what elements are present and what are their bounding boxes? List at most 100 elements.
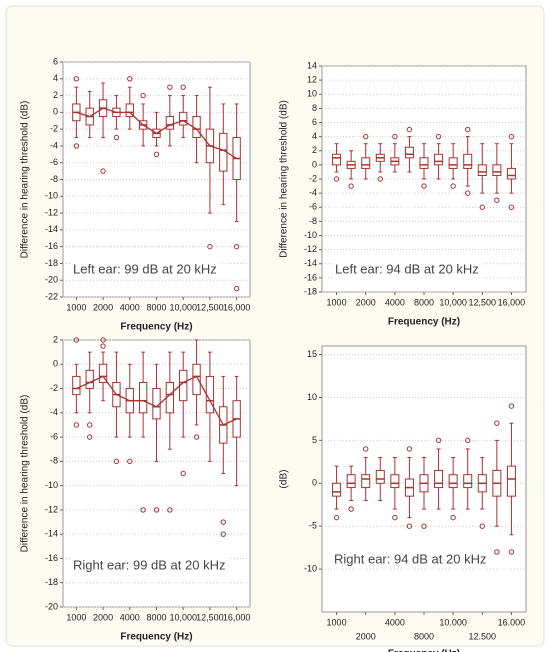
y-tick-label: -22 bbox=[45, 291, 58, 301]
outlier bbox=[363, 133, 369, 140]
y-tick-label: -20 bbox=[45, 275, 58, 285]
y-tick-label: -5 bbox=[309, 521, 317, 531]
outlier bbox=[392, 133, 398, 140]
y-tick-label: 2 bbox=[312, 145, 317, 155]
x-tick-label: 8000 bbox=[414, 297, 434, 307]
x-tick-label: 2000 bbox=[356, 631, 376, 641]
y-tick-label: 2 bbox=[53, 90, 58, 100]
outlier bbox=[73, 76, 80, 82]
box bbox=[179, 111, 188, 126]
box bbox=[448, 157, 458, 169]
y-tick-label: 6 bbox=[53, 56, 58, 66]
box bbox=[448, 474, 458, 489]
annotation: Right ear: 99 dB at 20 kHz bbox=[73, 557, 225, 572]
x-tick-label: 2000 bbox=[93, 302, 113, 312]
outlier bbox=[363, 446, 369, 452]
y-tick-label: -14 bbox=[45, 529, 58, 539]
x-tick-label: 2000 bbox=[93, 612, 113, 622]
outlier bbox=[193, 434, 200, 440]
outlier bbox=[435, 437, 442, 444]
outlier bbox=[233, 243, 240, 250]
outlier bbox=[140, 92, 146, 99]
outlier bbox=[465, 126, 471, 133]
y-tick-label: -18 bbox=[304, 286, 317, 296]
box bbox=[492, 164, 502, 176]
box bbox=[332, 482, 342, 497]
outlier bbox=[465, 437, 471, 444]
outlier bbox=[508, 403, 515, 409]
outlier bbox=[153, 151, 160, 158]
x-tick-label: 2000 bbox=[356, 297, 376, 307]
box bbox=[165, 116, 175, 130]
y-tick-label: -10 bbox=[304, 230, 317, 240]
annotation: Right ear: 94 dB at 20 kHz bbox=[334, 551, 486, 566]
x-tick-label: 4000 bbox=[385, 617, 405, 627]
y-tick-label: 14 bbox=[307, 60, 317, 70]
outlier bbox=[113, 134, 120, 141]
outlier bbox=[479, 523, 485, 529]
outlier bbox=[450, 514, 456, 521]
outlier bbox=[73, 422, 80, 428]
box bbox=[85, 369, 94, 390]
x-axis-label: Frequency (Hz) bbox=[388, 317, 460, 328]
y-tick-label: -10 bbox=[304, 563, 317, 573]
y-tick-label: -2 bbox=[309, 173, 317, 183]
y-tick-label: -2 bbox=[50, 124, 58, 134]
y-tick-label: 4 bbox=[312, 131, 317, 141]
y-tick-label: 0 bbox=[53, 359, 58, 369]
y-tick-label: -2 bbox=[50, 383, 58, 393]
outlier bbox=[348, 183, 354, 189]
outlier bbox=[233, 285, 240, 292]
box bbox=[506, 465, 516, 497]
y-tick-label: 15 bbox=[307, 349, 317, 359]
box bbox=[419, 157, 429, 169]
annotation-bg bbox=[70, 555, 229, 575]
y-tick-label: -4 bbox=[309, 188, 317, 198]
y-tick-label: -12 bbox=[45, 504, 58, 514]
y-tick-label: 10 bbox=[307, 392, 317, 402]
outlier bbox=[465, 190, 471, 196]
y-tick-label: -10 bbox=[45, 480, 58, 490]
y-tick-label: 8 bbox=[312, 103, 317, 113]
annotation-bg bbox=[70, 259, 220, 279]
outlier bbox=[180, 470, 186, 477]
box bbox=[463, 153, 473, 169]
box bbox=[346, 474, 356, 489]
x-tick-label: 16.000 bbox=[498, 617, 526, 627]
x-tick-label: 1000 bbox=[66, 302, 86, 312]
outlier bbox=[494, 420, 500, 426]
x-tick-label: 4000 bbox=[120, 302, 140, 312]
y-tick-label: -18 bbox=[45, 577, 58, 587]
x-tick-label: 10,000 bbox=[169, 612, 197, 622]
x-axis-label: Frequency (Hz) bbox=[120, 322, 192, 333]
y-tick-label: -8 bbox=[309, 216, 317, 226]
x-tick-label: 12,500 bbox=[196, 302, 224, 312]
x-tick-label: 12,500 bbox=[469, 297, 497, 307]
box bbox=[477, 164, 487, 176]
box bbox=[192, 363, 201, 396]
y-tick-label: -18 bbox=[45, 258, 58, 268]
outlier bbox=[73, 337, 80, 343]
outlier bbox=[348, 506, 354, 512]
outlier bbox=[392, 514, 398, 521]
outlier bbox=[494, 197, 500, 203]
y-axis-label: Difference in hearing threshold (dB) bbox=[20, 395, 31, 553]
outlier bbox=[220, 531, 226, 537]
outlier bbox=[207, 243, 213, 250]
y-tick-label: -12 bbox=[45, 207, 58, 217]
x-tick-label: 1000 bbox=[66, 612, 86, 622]
annotation-bg bbox=[331, 549, 490, 569]
y-tick-label: -6 bbox=[50, 431, 58, 441]
box bbox=[390, 474, 400, 489]
y-tick-label: -16 bbox=[45, 241, 58, 251]
outlier bbox=[421, 183, 427, 189]
outlier bbox=[140, 507, 146, 513]
outlier bbox=[73, 143, 80, 149]
y-tick-label: -8 bbox=[50, 174, 58, 184]
y-tick-label: 0 bbox=[312, 159, 317, 169]
x-tick-label: 1000 bbox=[327, 297, 347, 307]
x-tick-label: 4000 bbox=[120, 612, 140, 622]
y-axis-label: Difference in hearing threshold (dB) bbox=[279, 100, 290, 258]
y-tick-label: 10 bbox=[307, 89, 317, 99]
